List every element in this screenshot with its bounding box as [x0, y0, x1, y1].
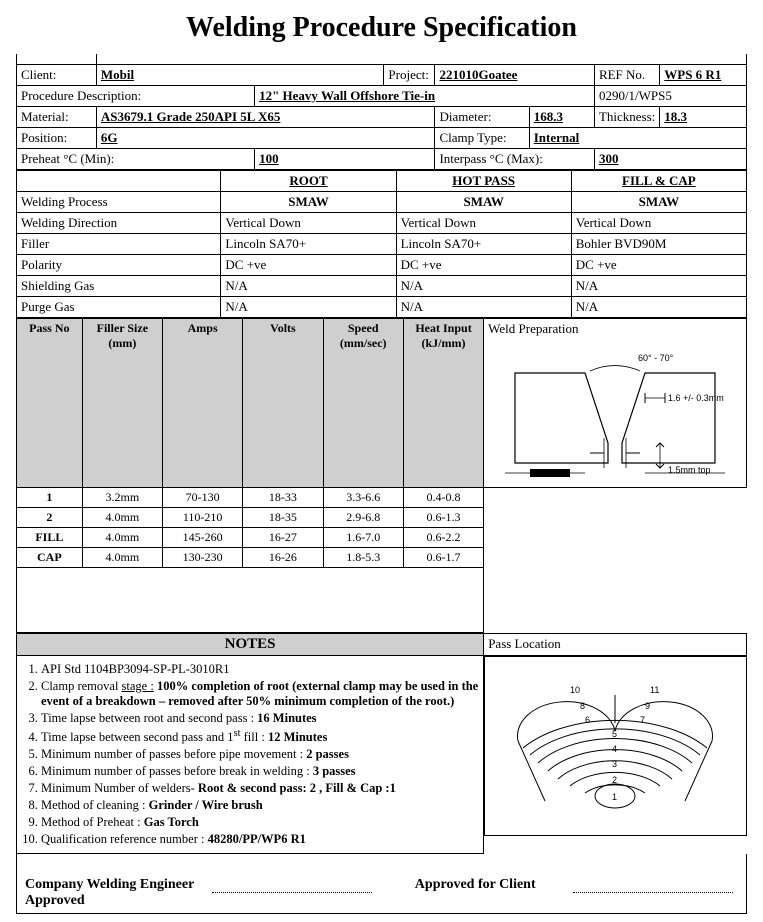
passloc-title: Pass Location: [484, 634, 747, 656]
svg-text:6: 6: [585, 715, 590, 725]
material-value: AS3679.1 Grade 250API 5L X65: [101, 109, 280, 124]
diameter-value: 168.3: [534, 109, 563, 124]
svg-text:9: 9: [645, 701, 650, 711]
procdesc-value: 12" Heavy Wall Offshore Tie-in: [259, 88, 435, 103]
param-row: FILL4.0mm145-26016-271.6-7.00.6-2.2: [17, 528, 747, 548]
page-title: Welding Procedure Specification: [16, 12, 747, 44]
weld-prep-title: Weld Preparation: [484, 319, 746, 339]
preheat-label: Preheat °C (Min):: [17, 149, 255, 170]
doccode: 0290/1/WPS5: [594, 86, 746, 107]
note-item: Method of Preheat : Gas Torch: [41, 815, 479, 830]
note-item: Minimum number of passes before pipe mov…: [41, 747, 479, 762]
row-process: Welding Process: [17, 192, 221, 213]
svg-text:1.6 +/- 0.3mm: 1.6 +/- 0.3mm: [668, 393, 724, 403]
interpass-label: Interpass °C (Max):: [435, 149, 594, 170]
sign-right: Approved for Client: [381, 875, 568, 911]
svg-text:4: 4: [612, 744, 617, 754]
sign-left-line: [212, 878, 372, 893]
svg-text:60° - 70°: 60° - 70°: [638, 353, 674, 363]
position-label: Position:: [17, 128, 97, 149]
param-row: CAP4.0mm130-23016-261.8-5.30.6-1.7: [17, 548, 747, 568]
hdr-fsize: Filler Size (mm): [82, 319, 162, 488]
hdr-volts: Volts: [243, 319, 323, 488]
position-value: 6G: [101, 130, 118, 145]
weld-prep-diagram: 60° - 70° 1.6 +/- 0.3mm: [484, 339, 746, 487]
svg-text:8: 8: [580, 701, 585, 711]
note-item: Minimum number of passes before break in…: [41, 764, 479, 779]
project-label: Project:: [384, 65, 435, 86]
hdr-heat: Heat Input (kJ/mm): [403, 319, 483, 488]
svg-text:2: 2: [612, 775, 617, 785]
preheat-value: 100: [259, 151, 279, 166]
project-value: 221010Goatee: [439, 67, 517, 82]
refno-label: REF No.: [594, 65, 659, 86]
material-label: Material:: [17, 107, 97, 128]
note-item: Qualification reference number : 48280/P…: [41, 832, 479, 847]
svg-text:11: 11: [650, 685, 659, 695]
note-item: Minimum Number of welders- Root & second…: [41, 781, 479, 796]
hdr-speed: Speed (mm/sec): [323, 319, 403, 488]
svg-text:7: 7: [640, 715, 645, 725]
params-table: Pass No Filler Size (mm) Amps Volts Spee…: [16, 318, 747, 633]
procdesc-label: Procedure Description:: [17, 86, 255, 107]
interpass-value: 300: [599, 151, 619, 166]
notes-title: NOTES: [17, 634, 484, 656]
svg-text:10: 10: [570, 685, 580, 695]
row-shield: Shielding Gas: [17, 276, 221, 297]
process-table: ROOT HOT PASS FILL & CAP Welding Process…: [16, 170, 747, 318]
client-label: Client:: [17, 65, 97, 86]
row-purge: Purge Gas: [17, 297, 221, 318]
row-direction: Welding Direction: [17, 213, 221, 234]
passloc-diagram: 1 2 3 4 5 67 89 1011: [484, 656, 746, 836]
note-item: Clamp removal stage : 100% completion of…: [41, 679, 479, 709]
hdr-amps: Amps: [162, 319, 242, 488]
svg-text:1.5mm top: 1.5mm top: [668, 465, 711, 475]
notes-table: NOTES Pass Location API Std 1104BP3094-S…: [16, 633, 747, 914]
diameter-label: Diameter:: [435, 107, 529, 128]
row-filler: Filler: [17, 234, 221, 255]
param-row: 24.0mm110-21018-352.9-6.80.6-1.3: [17, 508, 747, 528]
notes-body: API Std 1104BP3094-SP-PL-3010R1 Clamp rem…: [17, 656, 484, 854]
note-item: Method of cleaning : Grinder / Wire brus…: [41, 798, 479, 813]
col-fill: FILL & CAP: [571, 171, 746, 192]
clamptype-value: Internal: [534, 130, 580, 145]
clamptype-label: Clamp Type:: [435, 128, 529, 149]
header-table: Client: Mobil Project: 221010Goatee REF …: [16, 54, 747, 170]
sign-right-line: [573, 878, 733, 893]
col-root: ROOT: [221, 171, 396, 192]
col-hot: HOT PASS: [396, 171, 571, 192]
row-polarity: Polarity: [17, 255, 221, 276]
thickness-label: Thickness:: [594, 107, 659, 128]
refno-value: WPS 6 R1: [664, 67, 721, 82]
client-value: Mobil: [101, 67, 134, 82]
note-item: Time lapse between root and second pass …: [41, 711, 479, 726]
sign-left: Company Welding Engineer Approved: [21, 875, 208, 911]
note-item: Time lapse between second pass and 1st f…: [41, 728, 479, 745]
hdr-passno: Pass No: [17, 319, 83, 488]
weld-prep-cell: Weld Preparation 60° - 70° 1.6 +/- 0.3mm: [484, 319, 747, 488]
param-row: 13.2mm70-13018-333.3-6.60.4-0.8: [17, 488, 747, 508]
thickness-value: 18.3: [664, 109, 687, 124]
svg-text:1: 1: [612, 792, 617, 802]
note-item: API Std 1104BP3094-SP-PL-3010R1: [41, 662, 479, 677]
